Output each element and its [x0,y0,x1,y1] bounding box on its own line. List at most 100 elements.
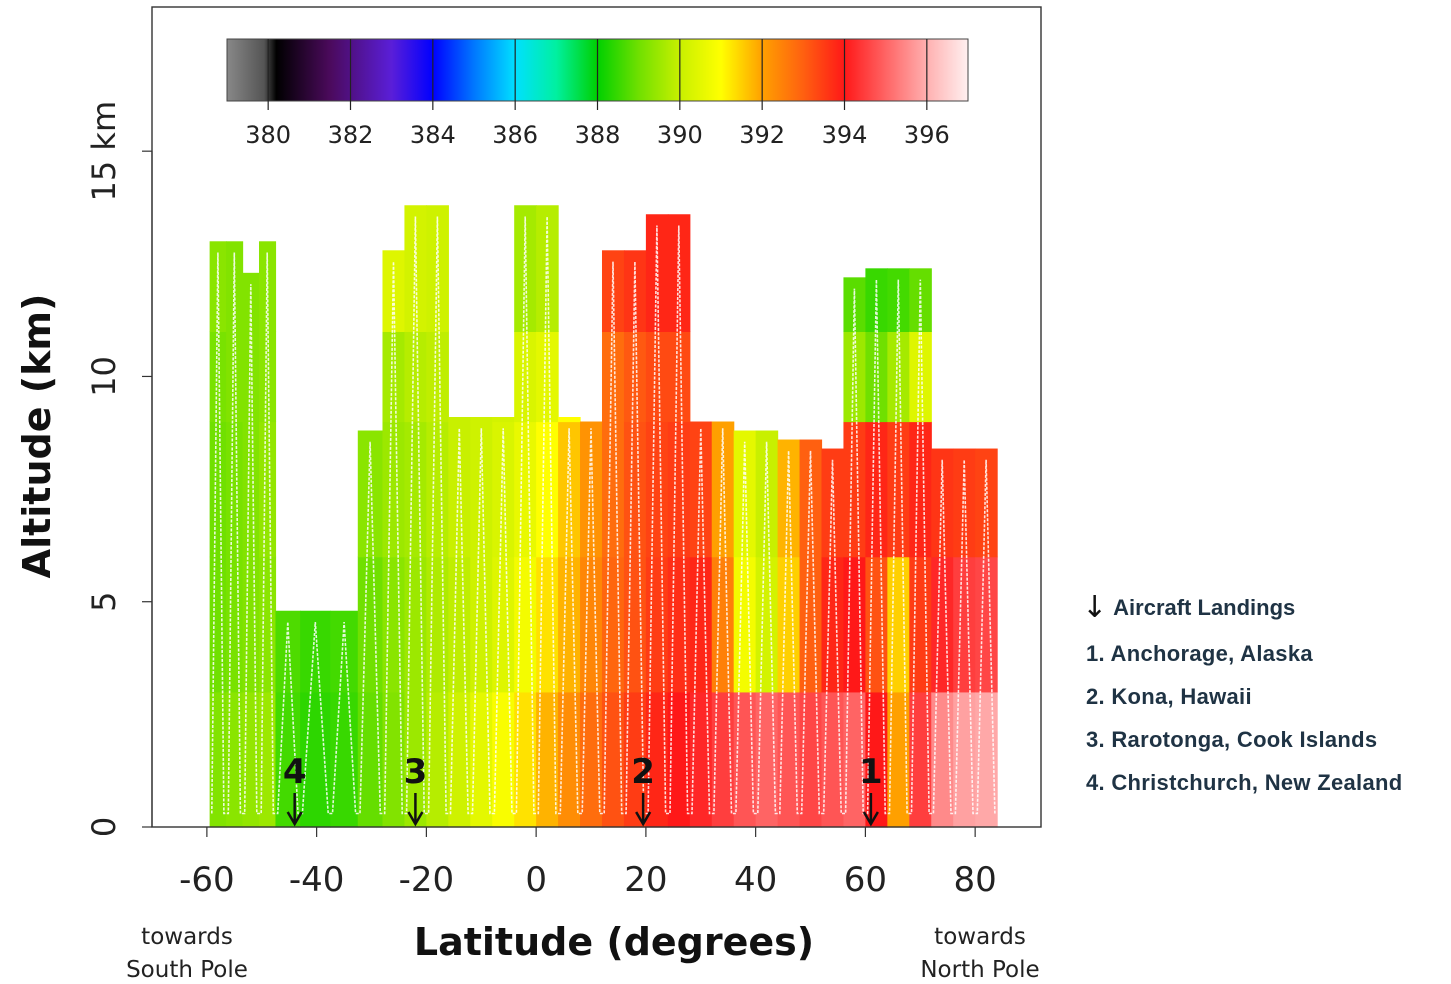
heatmap-cell [558,691,581,828]
heatmap-cell [645,556,669,693]
landing-markers: 4 3 2 1 [283,752,883,827]
heatmap-cell [448,417,471,423]
heatmap-cell [843,556,866,693]
heatmap-cell [623,556,647,693]
x-tick-label: 20 [624,860,667,900]
heatmap-cell [242,331,260,423]
landing-arrow-head [862,811,879,827]
colorbar-tick-label: 386 [492,121,538,149]
legend-list: 1. Anchorage, Alaska 2. Kona, Hawaii 3. … [1086,640,1451,812]
colorbar-tick-label: 392 [739,121,785,149]
heatmap-cell [711,421,735,558]
heatmap-cell [843,421,866,558]
landing-number: 2 [631,752,655,792]
heatmap-cell [931,691,954,828]
heatmap-cell [330,691,359,828]
heatmap-cell [404,691,427,828]
south-pole-note-line1: towards [141,924,233,950]
heatmap-cell [259,691,277,828]
heatmap-cell [623,691,647,828]
heatmap-cell [209,691,227,828]
heatmap-cell [382,421,406,558]
heatmap-cell [887,556,910,693]
heatmap-cell [209,421,227,558]
heatmap-cell [711,691,735,828]
heatmap-cell [953,691,976,828]
heatmap-cell [953,556,976,693]
heatmap-cell [226,556,244,693]
heatmap-cell [865,421,888,558]
x-tick-label: 40 [734,860,777,900]
heatmap-cell [259,331,277,423]
heatmap-cell [382,556,406,693]
heatmap-cell [909,421,932,558]
heatmap-cell [404,421,427,558]
heatmap-cell [275,691,301,828]
heatmap-cell [667,691,691,828]
x-tick-label: 0 [525,860,547,900]
heatmap-cell [259,556,277,693]
heatmap-cell [689,421,713,558]
heatmap-cell [645,691,669,828]
heatmap-cell [843,331,866,423]
heatmap-cell [623,331,647,423]
heatmap-cell [865,556,888,693]
landing-arrow-head [286,811,303,827]
heatmap-cell [226,421,244,558]
heatmap-cell [909,331,932,423]
heatmap-cell [733,556,757,693]
heatmap-cell [755,556,779,693]
x-tick-label: -40 [289,860,345,900]
heatmap-cell [448,421,471,558]
heatmap-cell [426,331,449,423]
heatmap-cell [209,331,227,423]
x-tick-label: 80 [954,860,997,900]
heatmap-cell [623,421,647,558]
heatmap-cell [931,556,954,693]
heatmap-cell [514,331,537,423]
colorbar-tick-label: 396 [904,121,950,149]
heatmap-cell [558,421,581,558]
heatmap-cell [843,691,866,828]
heatmap-cell [404,331,427,423]
down-arrow-icon: ↓ [1082,590,1108,625]
heatmap-cell [755,430,779,558]
legend-title: Aircraft Landings [1113,595,1296,620]
heatmap-cell [426,421,449,558]
heatmap-cell [514,691,537,828]
colorbar-tick-label: 380 [245,121,291,149]
heatmap-cell [887,691,910,828]
heatmap-cell [492,556,515,693]
heatmap-cell [645,331,669,423]
heatmap-cell [777,691,801,828]
landing-arrow-head [407,811,424,827]
heatmap-cell [777,439,801,558]
colorbar-tick-label: 390 [657,121,703,149]
landing-number: 3 [404,752,428,792]
x-tick-label: 60 [844,860,887,900]
heatmap-cell [558,556,581,693]
co2-heatmap [209,205,998,828]
heatmap-cell [470,556,493,693]
heatmap-cell [733,430,757,558]
heatmap-cell [536,331,559,423]
y-axis: 0 5 10 15 km [85,101,153,837]
heatmap-cell [601,331,625,423]
heatmap-cell [382,691,406,828]
landing-arrow-head [635,811,652,827]
heatmap-cell [580,421,603,558]
south-pole-note-line2: South Pole [126,957,248,983]
heatmap-cell [887,331,910,423]
heatmap-cell [580,691,603,828]
heatmap-cell [601,421,625,558]
colorbar-tick-label: 394 [822,121,868,149]
y-tick-label: 15 km [85,101,123,202]
legend-item: 2. Kona, Hawaii [1086,684,1252,709]
heatmap-cell [580,556,603,693]
heatmap-cell [909,691,932,828]
x-axis: -60 -40 -20 0 20 40 60 80 [179,827,997,900]
north-pole-note-line1: towards [934,924,1026,950]
heatmap-cell [909,268,932,332]
heatmap-cell [667,421,691,558]
